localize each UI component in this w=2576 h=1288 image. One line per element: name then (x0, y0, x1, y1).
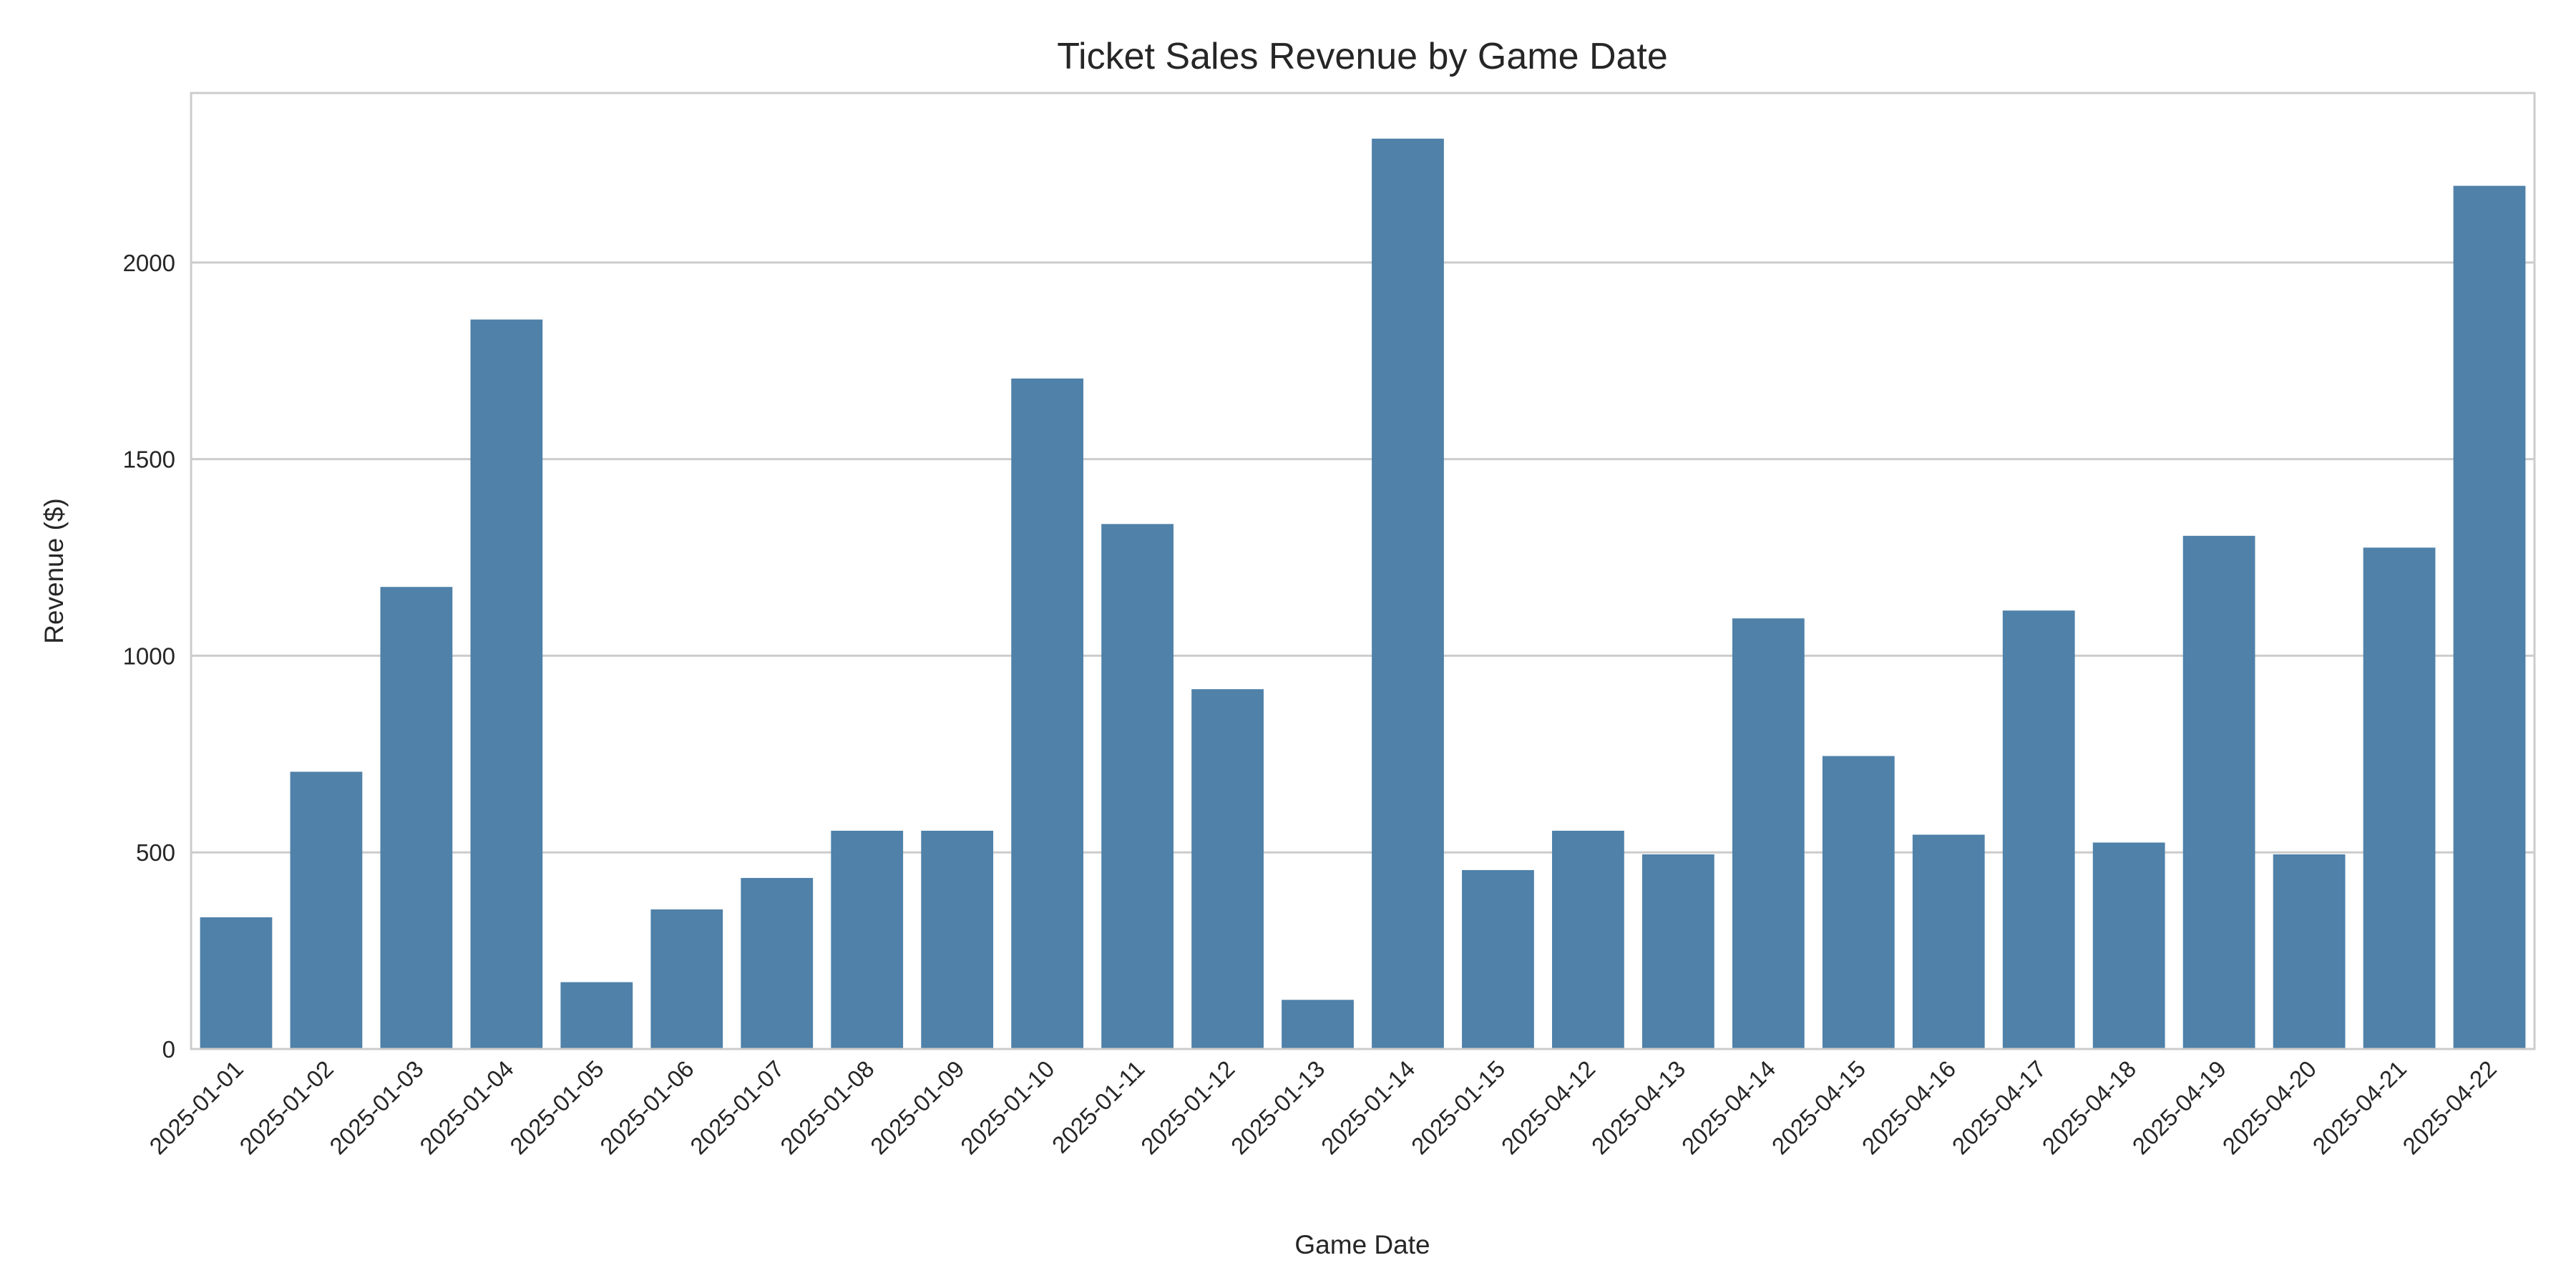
bar-2025-01-15 (1462, 869, 1534, 1049)
bar-2025-01-06 (650, 909, 723, 1049)
bar-2025-01-13 (1282, 1000, 1354, 1049)
bar-2025-01-09 (921, 830, 994, 1049)
bar-2025-01-05 (560, 982, 633, 1049)
x-tick-label: 2025-04-18 (2037, 1055, 2142, 1160)
x-tick-label: 2025-04-12 (1496, 1055, 1601, 1160)
x-tick-label: 2025-04-21 (2307, 1055, 2411, 1160)
bar-2025-01-04 (470, 319, 543, 1049)
x-tick-label: 2025-04-16 (1857, 1055, 1961, 1160)
bar-2025-01-11 (1101, 524, 1174, 1049)
plot-frame (190, 92, 2536, 1050)
x-tick-label: 2025-01-14 (1316, 1055, 1420, 1160)
x-tick-label: 2025-04-13 (1586, 1055, 1691, 1160)
x-tick-label: 2025-01-12 (1136, 1055, 1240, 1160)
x-tick-label: 2025-01-01 (144, 1055, 248, 1160)
x-tick-label: 2025-01-10 (955, 1055, 1060, 1160)
y-tick-label: 0 (162, 1036, 175, 1063)
bar-2025-01-01 (200, 917, 273, 1049)
x-tick-label: 2025-04-19 (2127, 1055, 2232, 1160)
bar-2025-04-12 (1552, 830, 1624, 1049)
x-tick-label: 2025-01-04 (414, 1055, 519, 1160)
bar-2025-04-22 (2453, 185, 2526, 1050)
x-tick-label: 2025-01-03 (324, 1055, 429, 1160)
bar-2025-01-02 (290, 771, 363, 1049)
bar-2025-04-18 (2092, 842, 2165, 1049)
x-tick-label: 2025-04-14 (1677, 1055, 1781, 1160)
bar-2025-04-17 (2002, 610, 2075, 1049)
bar-2025-01-14 (1372, 138, 1444, 1050)
bar-2025-04-21 (2363, 547, 2436, 1049)
bar-2025-01-03 (380, 587, 453, 1049)
y-axis-label: Revenue ($) (39, 498, 69, 644)
x-tick-label: 2025-04-17 (1947, 1055, 2051, 1160)
x-tick-label: 2025-04-15 (1767, 1055, 1871, 1160)
x-tick-label: 2025-01-13 (1226, 1055, 1330, 1160)
x-tick-label: 2025-04-20 (2218, 1055, 2322, 1160)
bar-2025-01-08 (831, 830, 904, 1049)
chart-title: Ticket Sales Revenue by Game Date (1057, 36, 1668, 77)
bar-2025-04-14 (1732, 618, 1805, 1049)
x-tick-label: 2025-01-08 (775, 1055, 879, 1160)
y-tick-label: 1500 (123, 447, 175, 473)
x-tick-label: 2025-01-02 (234, 1055, 338, 1160)
bar-2025-04-13 (1641, 854, 1714, 1049)
y-tick-label: 500 (136, 839, 175, 866)
bar-2025-01-07 (741, 877, 814, 1049)
x-axis-label: Game Date (1294, 1230, 1430, 1259)
bar-2025-01-10 (1011, 378, 1084, 1049)
bar-2025-04-16 (1912, 834, 1985, 1049)
x-tick-label: 2025-01-06 (595, 1055, 699, 1160)
bar-2025-04-15 (1822, 756, 1895, 1049)
bar-2025-04-19 (2182, 535, 2255, 1049)
x-tick-label: 2025-01-05 (504, 1055, 609, 1160)
bar-2025-04-20 (2273, 854, 2346, 1049)
bar-2025-01-12 (1191, 689, 1264, 1049)
x-tick-label: 2025-01-11 (1047, 1055, 1150, 1158)
x-tick-label: 2025-04-22 (2397, 1055, 2502, 1160)
x-tick-label: 2025-01-07 (685, 1055, 789, 1160)
x-tick-label: 2025-01-09 (865, 1055, 970, 1160)
y-tick-label: 1000 (123, 643, 175, 669)
x-tick-label: 2025-01-15 (1406, 1055, 1511, 1160)
y-tick-label: 2000 (123, 250, 175, 276)
